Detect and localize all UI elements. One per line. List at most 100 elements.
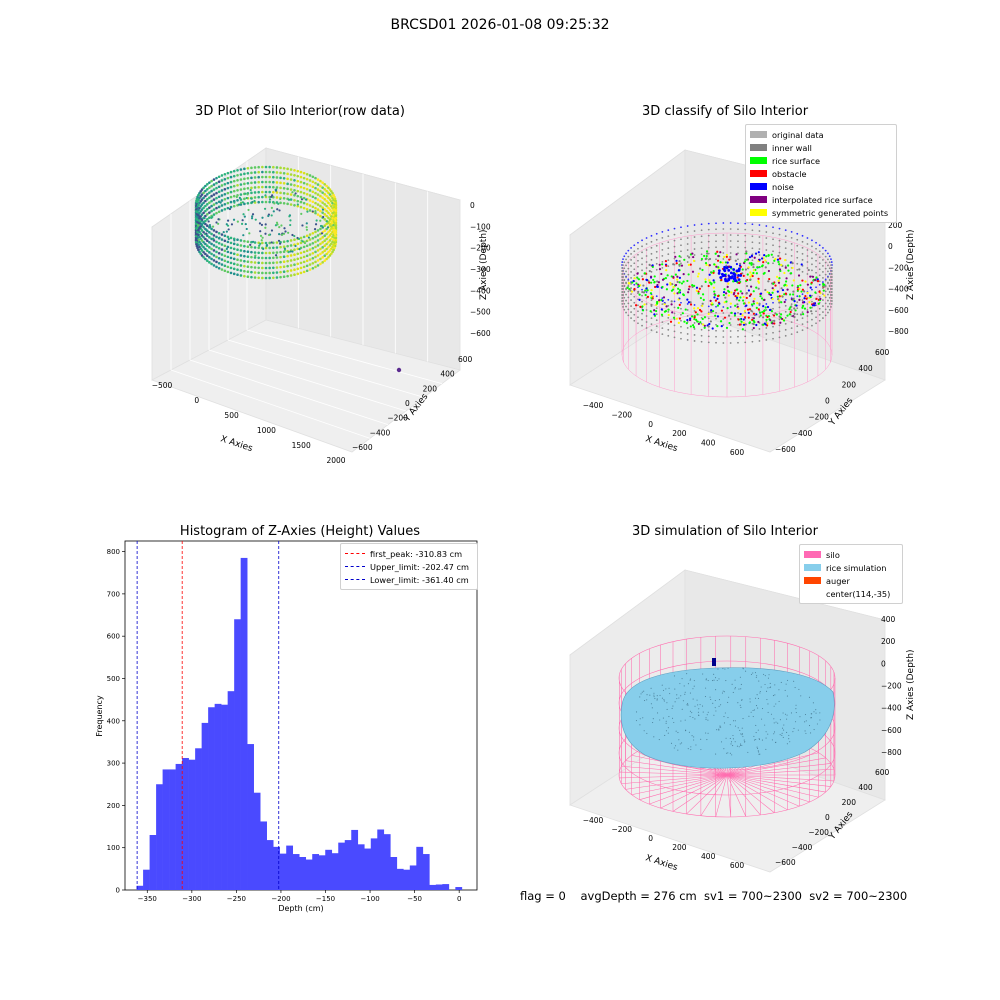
data-point — [767, 269, 771, 273]
data-point — [667, 322, 670, 325]
data-point — [637, 290, 640, 293]
data-point — [716, 325, 719, 328]
data-point — [296, 174, 300, 178]
y-tick-label: −400 — [370, 428, 391, 437]
legend-line — [345, 579, 365, 580]
data-point — [623, 296, 626, 299]
data-point — [217, 261, 221, 265]
data-point — [653, 285, 657, 289]
data-point — [667, 334, 670, 337]
data-point — [722, 318, 725, 320]
data-point — [637, 322, 639, 325]
data-point — [827, 311, 829, 314]
data-point — [330, 237, 333, 240]
data-point — [210, 199, 213, 203]
data-point — [737, 307, 740, 310]
legend-item-noise: noise — [750, 180, 892, 193]
data-point — [814, 279, 817, 282]
data-point — [316, 229, 320, 232]
data-point — [198, 196, 201, 200]
data-point — [680, 250, 682, 253]
data-point — [253, 256, 257, 259]
data-point — [208, 231, 211, 234]
histogram-title: Histogram of Z-Axies (Height) Values — [179, 524, 421, 539]
data-point — [323, 193, 327, 196]
surface-point — [819, 719, 821, 721]
data-point — [664, 309, 668, 313]
data-point — [272, 165, 275, 169]
data-point — [314, 206, 317, 210]
data-point — [722, 246, 725, 248]
data-point — [719, 276, 723, 279]
data-point — [729, 222, 732, 224]
data-point — [316, 188, 320, 191]
surface-point — [642, 717, 644, 719]
data-point — [824, 273, 827, 276]
surface-point — [677, 749, 679, 751]
data-point — [706, 252, 709, 255]
data-point — [282, 171, 286, 175]
data-point — [763, 309, 766, 313]
data-point — [700, 285, 703, 288]
data-point — [220, 248, 224, 251]
data-point — [827, 276, 829, 279]
surface-point — [786, 695, 788, 697]
data-point — [736, 303, 739, 306]
data-point — [278, 233, 281, 236]
data-point — [722, 222, 725, 224]
data-point — [243, 244, 246, 248]
data-point — [754, 252, 758, 255]
data-point — [707, 329, 710, 332]
z-tick-label: −400 — [888, 285, 909, 294]
data-point — [746, 308, 750, 311]
data-point — [824, 302, 827, 305]
histogram-bar — [156, 784, 163, 890]
surface-point — [748, 715, 750, 717]
data-point — [693, 328, 696, 330]
data-point — [316, 244, 320, 247]
data-point — [205, 183, 209, 186]
data-point — [225, 223, 228, 226]
surface-point — [799, 716, 801, 718]
data-point — [247, 208, 250, 212]
data-point — [729, 265, 733, 269]
data-point — [744, 246, 747, 249]
data-point — [311, 236, 315, 240]
data-point — [796, 325, 799, 328]
legend-line — [345, 566, 365, 567]
data-point — [236, 178, 239, 182]
data-point — [641, 269, 643, 272]
data-point — [680, 256, 682, 259]
data-point — [737, 258, 739, 261]
data-point — [655, 262, 658, 265]
data-point — [784, 253, 787, 256]
data-point — [253, 199, 256, 203]
data-point — [778, 330, 781, 333]
data-point — [680, 282, 684, 285]
surface-point — [741, 699, 743, 701]
data-point — [316, 249, 320, 252]
data-point — [210, 227, 213, 231]
surface-point — [675, 730, 677, 732]
data-point — [830, 291, 833, 293]
data-point — [641, 251, 643, 254]
data-point — [641, 278, 644, 281]
data-point — [822, 247, 824, 249]
data-point — [799, 313, 803, 316]
data-point — [296, 204, 300, 208]
data-point — [330, 195, 333, 198]
data-point — [824, 296, 827, 299]
surface-point — [678, 697, 680, 699]
data-point — [239, 269, 243, 272]
data-point — [202, 211, 205, 215]
data-point — [323, 249, 327, 252]
surface-point — [815, 712, 817, 714]
data-point — [652, 278, 655, 282]
data-point — [253, 181, 257, 184]
data-point — [752, 317, 755, 320]
data-point — [319, 194, 322, 198]
data-point — [272, 190, 275, 194]
data-point — [308, 204, 312, 207]
data-point — [779, 257, 782, 260]
data-point — [212, 178, 216, 181]
